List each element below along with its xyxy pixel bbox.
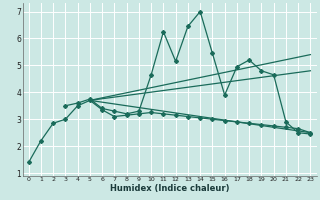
X-axis label: Humidex (Indice chaleur): Humidex (Indice chaleur)	[110, 184, 229, 193]
